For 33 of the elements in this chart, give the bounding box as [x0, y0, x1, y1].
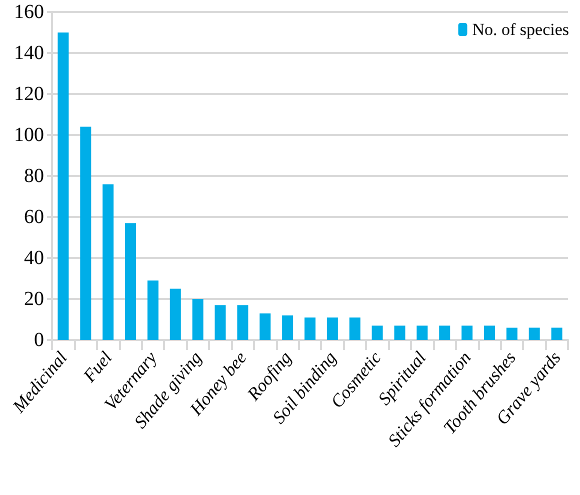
bar: [214, 305, 226, 340]
y-tick-label: 80: [24, 165, 44, 187]
bar: [416, 326, 428, 340]
legend-label: No. of species: [472, 20, 569, 39]
bar: [282, 315, 294, 340]
bar: [237, 305, 248, 340]
bar: [260, 313, 271, 340]
bar: [394, 326, 406, 340]
bar: [372, 326, 383, 340]
bar: [326, 317, 338, 340]
bar: [192, 299, 204, 340]
bar: [147, 280, 158, 340]
y-tick-label: 120: [14, 83, 44, 105]
bar: [528, 328, 540, 340]
bar: [349, 317, 360, 340]
bar: [170, 288, 181, 340]
bar: [80, 126, 92, 340]
bar: [58, 32, 69, 340]
bar: [102, 184, 114, 340]
bar: [506, 328, 518, 340]
y-tick-label: 160: [14, 1, 44, 23]
y-tick-label: 100: [14, 124, 44, 146]
bar: [551, 328, 562, 340]
y-tick-label: 60: [24, 206, 44, 228]
y-tick-label: 40: [24, 247, 44, 269]
bar: [439, 326, 450, 340]
bar: [304, 317, 316, 340]
y-tick-label: 0: [34, 329, 44, 351]
y-tick-label: 140: [14, 42, 44, 64]
bar: [462, 326, 473, 340]
bar: [125, 223, 136, 340]
bar: [484, 326, 495, 340]
y-tick-label: 20: [24, 288, 44, 310]
